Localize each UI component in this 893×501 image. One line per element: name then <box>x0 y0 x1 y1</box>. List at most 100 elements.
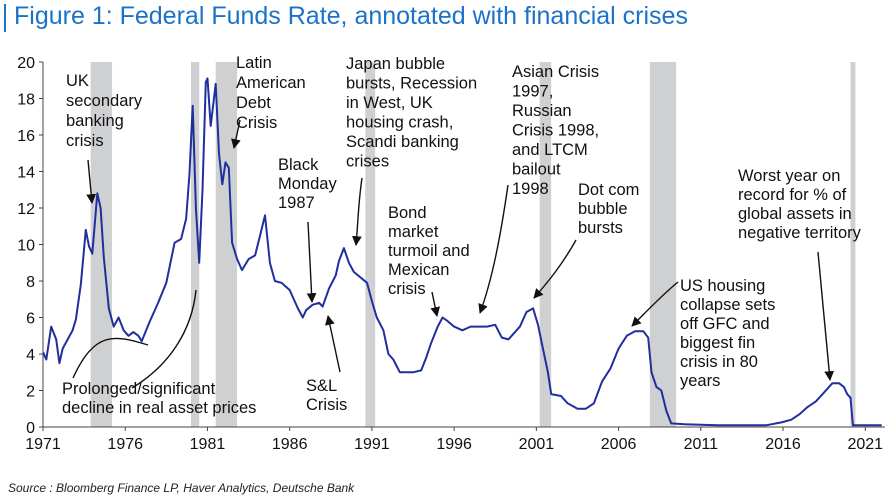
annotation-line: American <box>236 74 306 92</box>
annotation-line: US housing <box>680 277 765 295</box>
annotation-line: bailout <box>512 161 561 179</box>
annotation-line: secondary <box>66 92 143 110</box>
y-tick-label: 12 <box>17 201 35 218</box>
annotation-line: biggest fin <box>680 334 755 352</box>
annotation-line: decline in real asset prices <box>62 399 256 417</box>
annotation-line: Worst year on <box>738 167 840 185</box>
annotation-line: UK <box>66 72 89 90</box>
annotation-line: and LTCM <box>512 141 588 159</box>
crisis-shade-4 <box>539 62 552 427</box>
annotation-worst-year: Worst year on record for % of global asset… <box>738 167 862 242</box>
series-line-group <box>43 77 882 427</box>
crisis-shade-3 <box>365 62 376 427</box>
x-tick-label: 1991 <box>354 436 390 453</box>
annotation-line: crisis in 80 <box>680 353 758 371</box>
y-tick-label: 20 <box>17 55 35 72</box>
y-tick-label: 10 <box>17 238 35 255</box>
annotation-line: housing crash, <box>346 114 453 132</box>
annotation-prolonged-decline: Prolonged/significant decline in real ass… <box>62 380 256 417</box>
annotation-line: banking <box>66 112 124 130</box>
x-tick-label: 1986 <box>272 436 308 453</box>
annotation-line: crises <box>346 153 389 171</box>
annotation-line: collapse sets <box>680 296 775 314</box>
annotation-line: Black <box>278 156 319 174</box>
title-bar: Figure 1: Federal Funds Rate, annotated … <box>0 0 893 38</box>
annotation-line: bursts <box>578 219 623 237</box>
annotation-line: Dot com <box>578 181 639 199</box>
crisis-shading-group <box>90 62 856 427</box>
annotation-line: Crisis 1998, <box>512 122 599 140</box>
annotation-line: Bond <box>388 204 427 222</box>
annotation-line: Crisis <box>306 396 347 414</box>
x-tick-label: 1981 <box>190 436 226 453</box>
annotation-us-housing: US housing collapse sets off GFC and bigges… <box>680 277 775 390</box>
annotation-line: crisis <box>66 132 104 150</box>
annotation-line: S&L <box>306 377 337 395</box>
annotation-line: 1998 <box>512 180 549 198</box>
annotation-line: 1987 <box>278 194 315 212</box>
uk-crisis-arrow <box>86 159 97 204</box>
series-line-0 <box>43 77 882 427</box>
x-tick-label: 2016 <box>765 436 801 453</box>
latin-debt-arrow <box>231 119 241 149</box>
annotation-arrows-group <box>72 119 835 389</box>
y-tick-label: 18 <box>17 92 35 109</box>
annotation-line: Japan bubble <box>346 55 445 73</box>
sl-crisis-arrow <box>325 315 341 373</box>
annotation-line: Scandi banking <box>346 133 459 151</box>
y-tick-label: 6 <box>26 311 35 328</box>
prolonged-curve-right <box>131 289 197 389</box>
x-tick-label: 2021 <box>847 436 883 453</box>
annotation-asian-crisis: Asian Crisis 1997, Russian Crisis 1998, and … <box>512 63 599 198</box>
annotation-line: Debt <box>236 94 271 112</box>
annotation-japan-bubble: Japan bubble bursts, Recession in West, UK… <box>346 55 477 171</box>
annotation-line: record for % of <box>738 186 847 204</box>
us-housing-arrow <box>631 281 679 327</box>
annotation-line: bursts, Recession <box>346 75 477 93</box>
y-tick-label: 4 <box>26 347 35 364</box>
annotation-line: crisis <box>388 280 426 298</box>
x-tick-label: 1976 <box>107 436 143 453</box>
y-tick-label: 14 <box>17 165 35 182</box>
annotation-line: off GFC and <box>680 315 770 333</box>
annotation-line: in West, UK <box>346 94 433 112</box>
black-monday-arrow <box>306 221 317 303</box>
annotation-line: negative territory <box>738 224 862 242</box>
y-tick-label: 0 <box>26 420 35 437</box>
annotation-line: Russian <box>512 102 572 120</box>
annotation-uk-secondary-banking: UK secondary banking crisis <box>66 72 143 150</box>
annotation-line: Prolonged/significant <box>62 380 216 398</box>
annotation-line: Monday <box>278 175 337 193</box>
annotation-line: 1997, <box>512 83 553 101</box>
worst-year-arrow <box>817 251 835 381</box>
y-tick-label: 2 <box>26 384 35 401</box>
japan-bubble-arrow <box>352 177 363 246</box>
annotation-dot-com: Dot com bubble bursts <box>578 181 639 237</box>
prolonged-curve-left <box>72 337 149 379</box>
annotation-sl-crisis: S&L Crisis <box>306 377 347 414</box>
annotations-group: UK secondary banking crisis Latin American Deb… <box>62 54 862 417</box>
x-tick-label: 1996 <box>436 436 472 453</box>
y-tick-label: 8 <box>26 274 35 291</box>
y-tick-label: 16 <box>17 128 35 145</box>
figure-title: Figure 1: Federal Funds Rate, annotated … <box>14 2 688 30</box>
asian-crisis-arrow <box>478 184 509 314</box>
x-tick-label: 1971 <box>25 436 61 453</box>
crisis-shade-0 <box>90 62 113 427</box>
annotation-line: market <box>388 223 439 241</box>
annotation-line: turmoil and <box>388 242 470 260</box>
title-accent-rule <box>4 4 6 32</box>
annotation-line: Crisis <box>236 114 277 132</box>
axes-group: 0 2 4 6 8 10 12 14 16 18 20 1971 1976 1981 1986 1991 199… <box>17 55 885 453</box>
annotation-line: global assets in <box>738 205 852 223</box>
annotation-bond-market: Bond market turmoil and Mexican crisis <box>388 204 470 298</box>
crisis-shade-6 <box>850 62 856 427</box>
annotation-line: years <box>680 372 720 390</box>
crisis-shade-1 <box>191 62 200 427</box>
x-tick-label: 2011 <box>684 436 719 453</box>
annotation-black-monday: Black Monday 1987 <box>278 156 337 212</box>
crisis-shade-2 <box>215 62 238 427</box>
annotation-line: bubble <box>578 200 628 218</box>
source-note: Source : Bloomberg Finance LP, Haver Ana… <box>8 481 355 495</box>
crisis-shade-5 <box>649 62 677 427</box>
